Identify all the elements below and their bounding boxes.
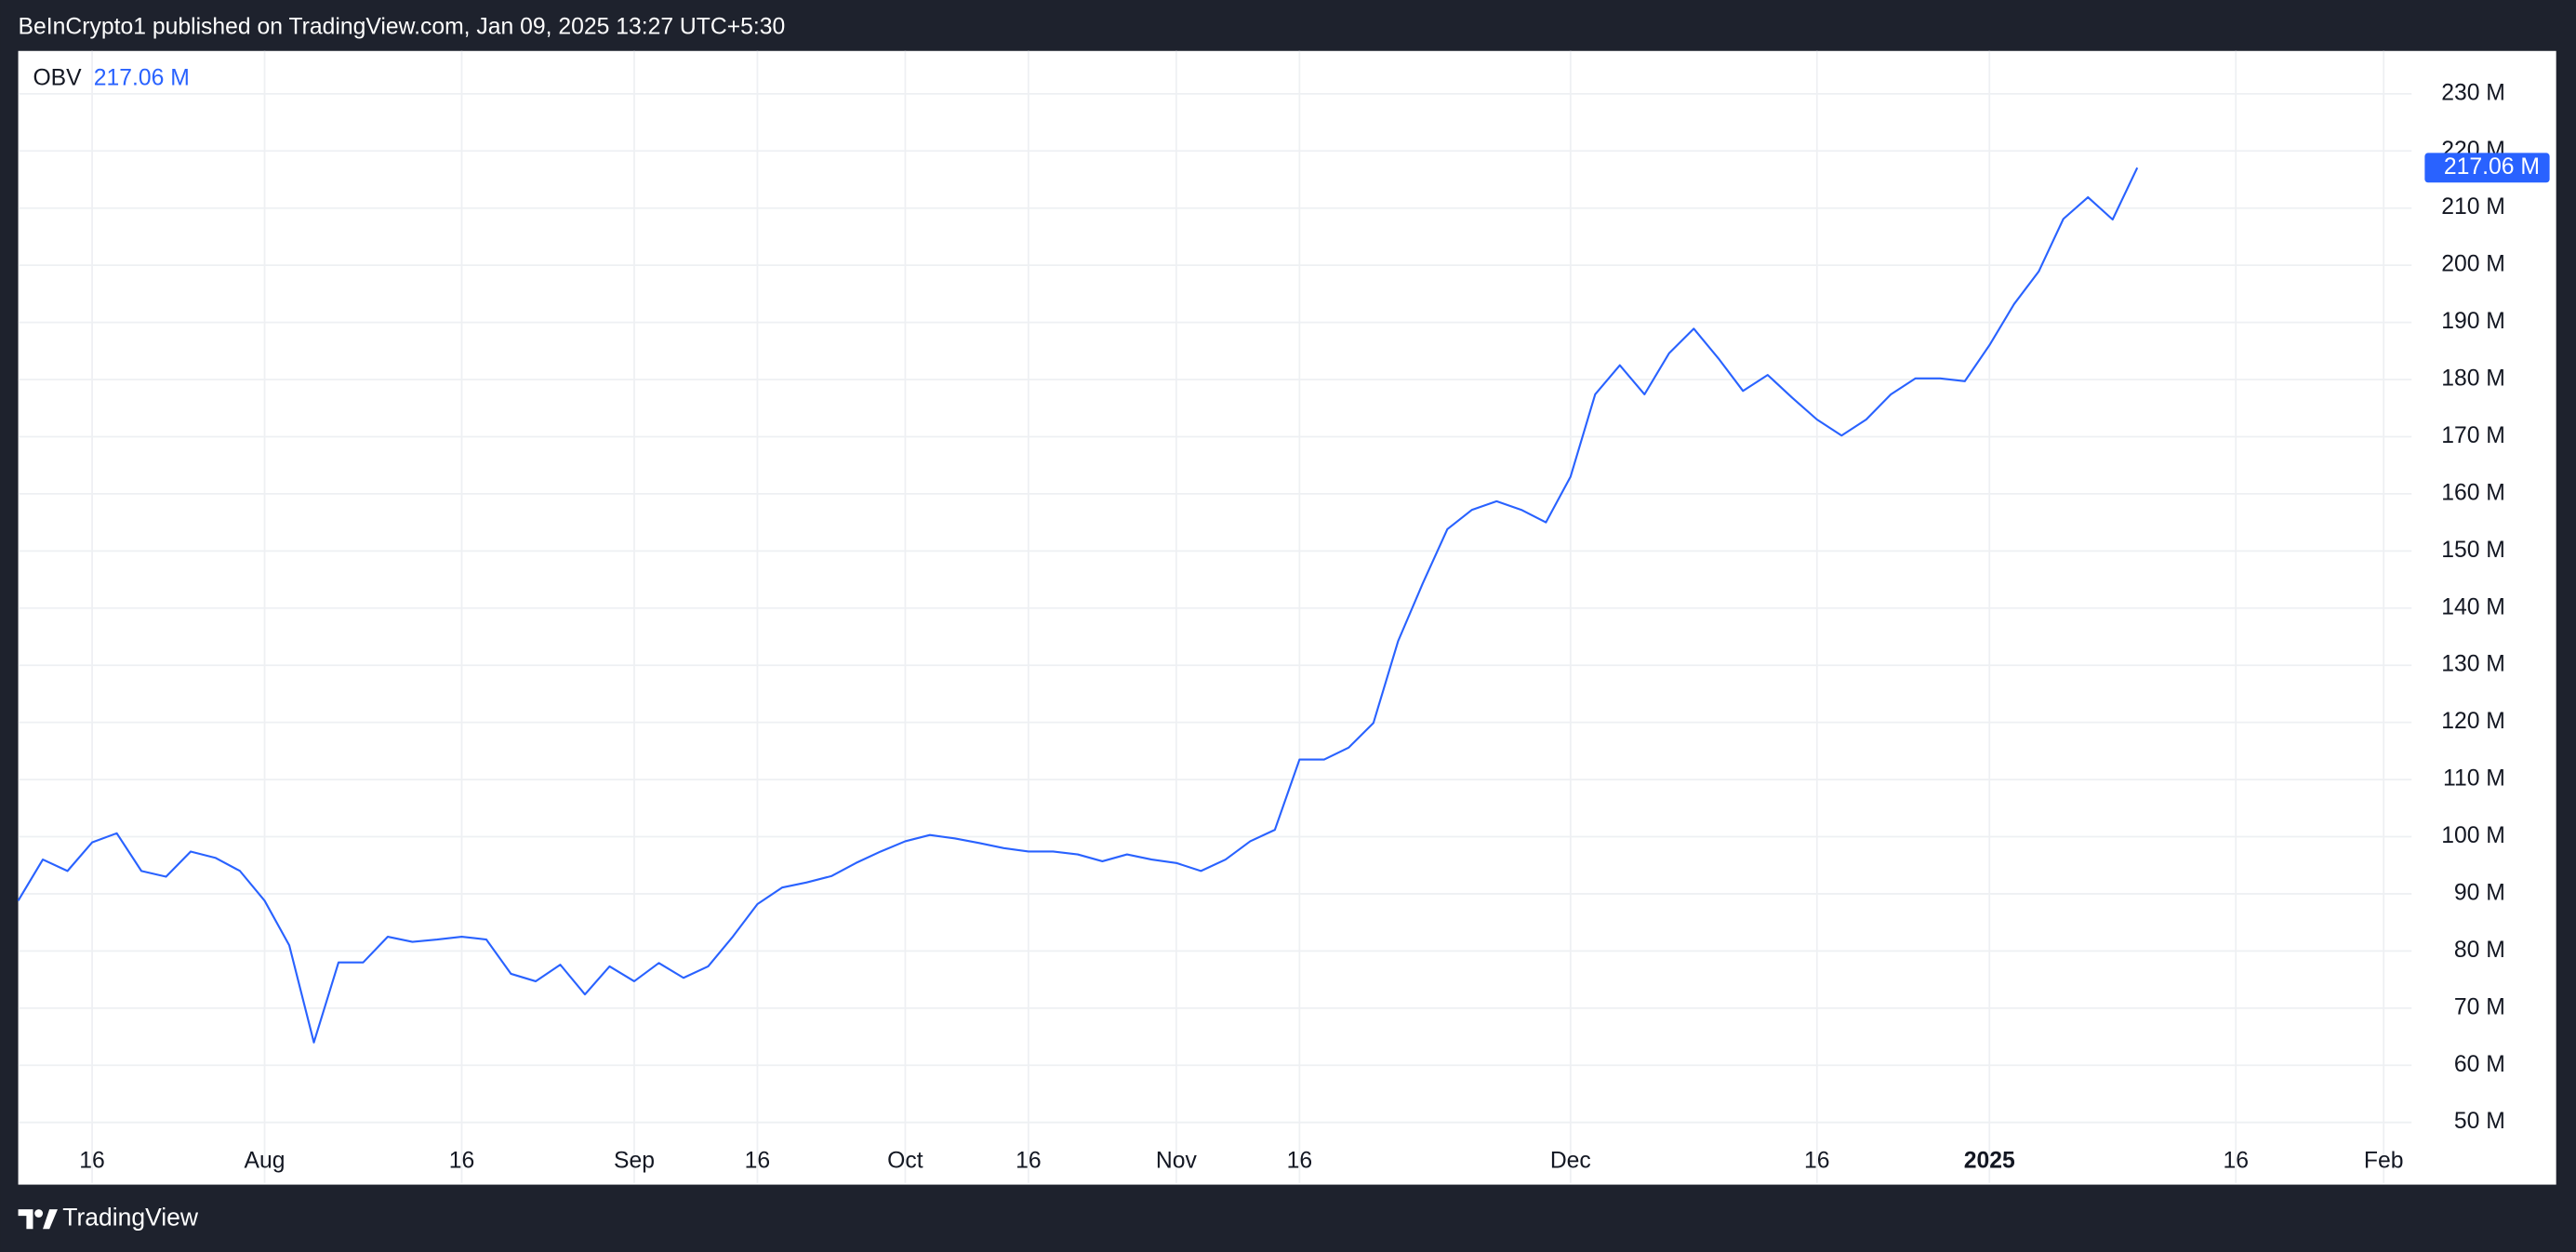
x-tick-label: Oct [887, 1148, 923, 1173]
obv-line [17, 166, 2139, 1044]
logo-mark [18, 1209, 33, 1230]
logo-mark [34, 1209, 44, 1218]
y-tick-label: 70 M [2454, 994, 2505, 1019]
x-tick-label: 16 [1804, 1148, 1830, 1173]
x-tick-label: 16 [1016, 1148, 1042, 1173]
y-tick-label: 60 M [2454, 1052, 2505, 1077]
x-tick-label: 16 [2223, 1148, 2249, 1173]
x-tick-label: Aug [245, 1148, 285, 1173]
y-tick-label: 130 M [2441, 652, 2505, 677]
y-tick-label: 140 M [2441, 594, 2505, 619]
y-tick-label: 200 M [2441, 252, 2505, 277]
legend-name: OBV [33, 65, 82, 90]
y-tick-label: 150 M [2441, 538, 2505, 563]
x-tick-label: 16 [1287, 1148, 1313, 1173]
y-tick-label: 100 M [2441, 823, 2505, 848]
x-tick-label: Dec [1550, 1148, 1591, 1173]
x-tick-label: 16 [745, 1148, 771, 1173]
y-tick-label: 120 M [2441, 709, 2505, 734]
last-value-box [2424, 153, 2550, 183]
y-tick-label: 80 M [2454, 938, 2505, 963]
y-tick-label: 160 M [2441, 480, 2505, 505]
y-tick-label: 110 M [2443, 766, 2505, 792]
brand-logo [18, 1209, 58, 1230]
x-tick-label: 16 [449, 1148, 475, 1173]
y-tick-label: 210 M [2441, 194, 2505, 220]
logo-mark [43, 1209, 58, 1230]
publish-info: BeInCrypto1 published on TradingView.com… [19, 15, 786, 40]
legend-value: 217.06 M [94, 65, 190, 90]
x-tick-label: Nov [1156, 1148, 1198, 1173]
plot: 16 Aug 16 Sep 16 Oct 16 Nov 16 Dec 16 2025 16 Feb 50 M… [17, 50, 2550, 1183]
x-tick-label: 16 [79, 1148, 105, 1173]
y-tick-label: 170 M [2441, 423, 2505, 448]
x-tick-label: 2025 [1964, 1148, 2015, 1173]
y-tick-label: 50 M [2454, 1109, 2505, 1134]
y-tick-label: 90 M [2454, 880, 2505, 905]
y-tick-label: 190 M [2441, 309, 2505, 334]
y-tick-label: 230 M [2441, 80, 2505, 105]
y-tick-label: 180 M [2441, 366, 2505, 392]
brand-name: TradingView [62, 1204, 199, 1232]
x-tick-label: Sep [614, 1148, 655, 1173]
chart-panel [18, 50, 2556, 1185]
last-value-label: 217.06 M [2444, 154, 2540, 180]
x-tick-label: Feb [2364, 1148, 2404, 1173]
